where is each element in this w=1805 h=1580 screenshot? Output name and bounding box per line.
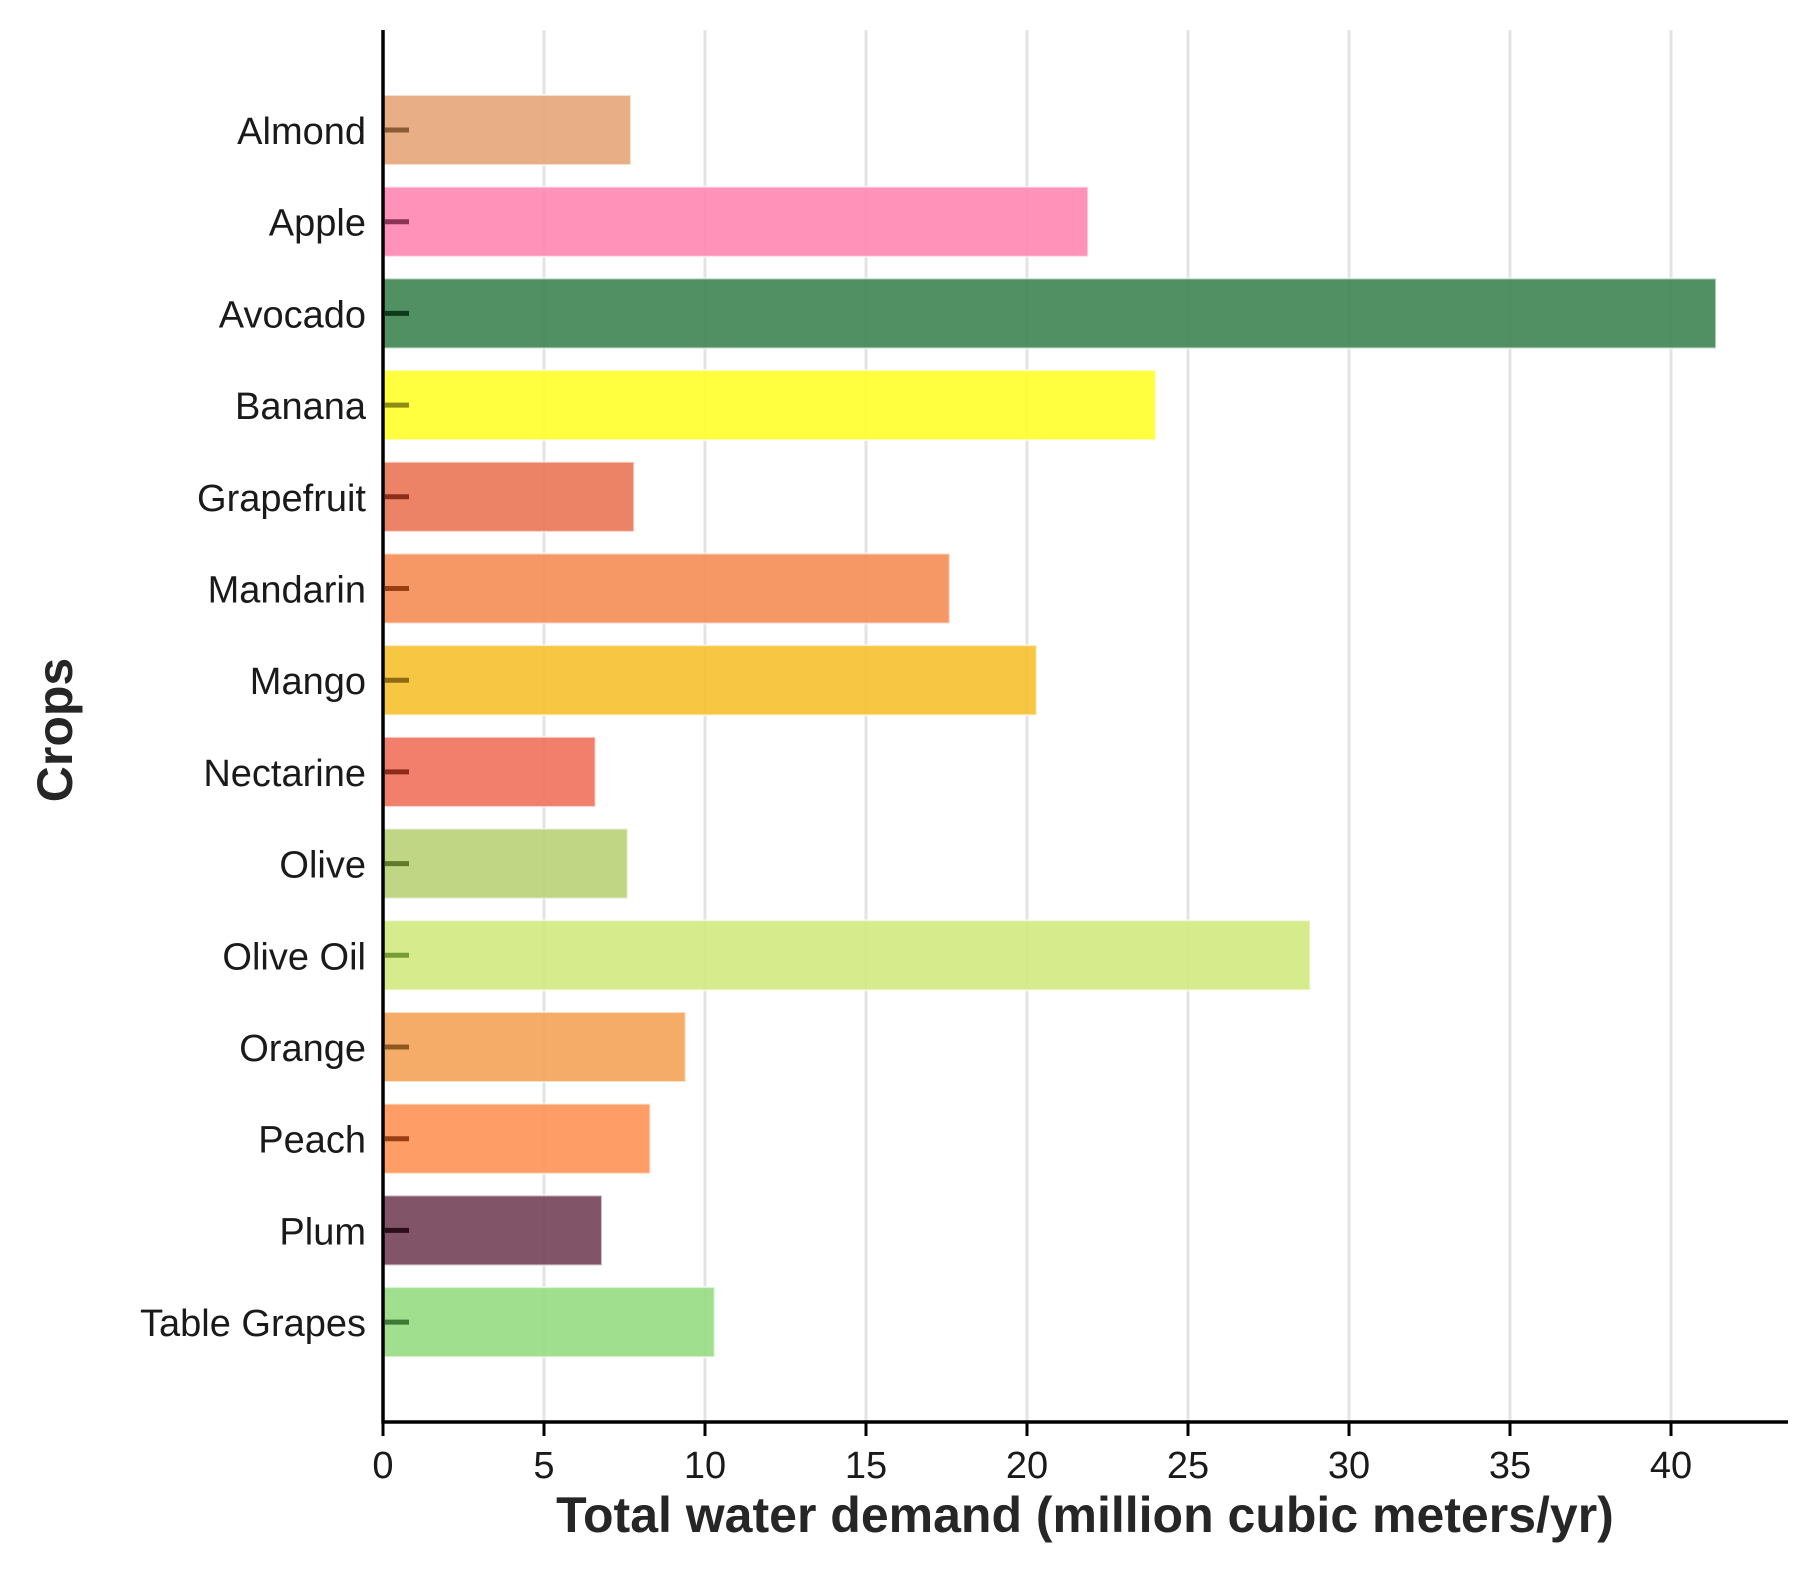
tick-labels: 0 5 10 15 20 25 30 35 40 Almond Apple Avocado Banana… — [140, 111, 1692, 1487]
x-tick-label: 5 — [533, 1445, 554, 1487]
x-tick-label: 30 — [1328, 1445, 1370, 1487]
y-axis-title: Crops — [27, 658, 83, 802]
y-tick-label: Apple — [269, 203, 366, 245]
y-tick-label: Peach — [258, 1120, 366, 1162]
y-tick-label: Avocado — [219, 294, 366, 336]
bar-markers — [385, 127, 409, 1325]
bar-almond — [382, 94, 632, 166]
x-tick-label: 25 — [1167, 1445, 1209, 1487]
y-tick-label: Nectarine — [203, 753, 366, 795]
bar-avocado — [382, 277, 1718, 350]
bar-mandarin — [382, 552, 951, 625]
bar-plum — [382, 1194, 603, 1267]
x-tick-label: 20 — [1006, 1445, 1048, 1487]
bar-table-grapes — [382, 1286, 716, 1359]
bar-olive-oil — [382, 919, 1312, 992]
x-tick-label: 35 — [1489, 1445, 1531, 1487]
bar-grapefruit — [382, 460, 636, 533]
y-tick-label: Mango — [250, 661, 366, 703]
bar-peach — [382, 1102, 652, 1175]
bar-olive — [382, 827, 629, 900]
bar-mango — [382, 644, 1038, 717]
y-tick-label: Plum — [279, 1211, 366, 1253]
y-tick-label: Orange — [239, 1028, 366, 1070]
x-tick-label: 40 — [1650, 1445, 1692, 1487]
y-tick-label: Mandarin — [208, 570, 366, 612]
x-tick-label: 0 — [372, 1445, 393, 1487]
bar-apple — [382, 185, 1090, 258]
x-tick-label: 10 — [684, 1445, 726, 1487]
y-tick-label: Banana — [235, 386, 367, 428]
y-tick-label: Olive — [279, 845, 366, 887]
bar-orange — [382, 1011, 687, 1083]
bar-banana — [382, 369, 1157, 442]
y-tick-label: Olive Oil — [222, 936, 366, 978]
axes — [381, 30, 1788, 1436]
bars — [382, 94, 1718, 1359]
x-tick-label: 15 — [845, 1445, 887, 1487]
x-axis-title: Total water demand (million cubic meters… — [556, 1487, 1614, 1543]
y-tick-label: Almond — [237, 111, 366, 153]
y-tick-label: Table Grapes — [140, 1303, 366, 1345]
gridlines — [542, 30, 1673, 1422]
y-tick-label: Grapefruit — [197, 478, 366, 520]
bar-nectarine — [382, 735, 597, 808]
